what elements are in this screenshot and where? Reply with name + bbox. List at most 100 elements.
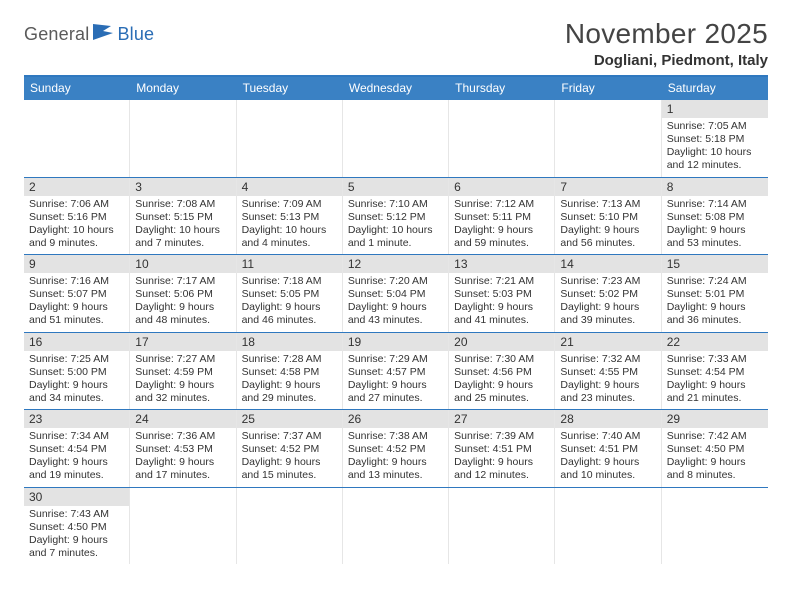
day-daylight: Daylight: 9 hours and 25 minutes. — [454, 379, 549, 405]
day-sunrise: Sunrise: 7:40 AM — [560, 430, 655, 443]
day-daylight: Daylight: 9 hours and 21 minutes. — [667, 379, 763, 405]
day-sunrise: Sunrise: 7:27 AM — [135, 353, 230, 366]
calendar-day: 25Sunrise: 7:37 AMSunset: 4:52 PMDayligh… — [237, 410, 343, 487]
day-number: 12 — [343, 255, 448, 273]
calendar-day-empty — [662, 488, 768, 565]
weekday-header: Tuesday — [237, 77, 343, 100]
day-sunrise: Sunrise: 7:05 AM — [667, 120, 763, 133]
day-sunrise: Sunrise: 7:08 AM — [135, 198, 230, 211]
day-daylight: Daylight: 9 hours and 29 minutes. — [242, 379, 337, 405]
day-sunrise: Sunrise: 7:28 AM — [242, 353, 337, 366]
month-title: November 2025 — [565, 18, 768, 50]
calendar-day: 14Sunrise: 7:23 AMSunset: 5:02 PMDayligh… — [555, 255, 661, 332]
calendar-day: 4Sunrise: 7:09 AMSunset: 5:13 PMDaylight… — [237, 178, 343, 255]
day-sunset: Sunset: 4:55 PM — [560, 366, 655, 379]
day-sunrise: Sunrise: 7:33 AM — [667, 353, 763, 366]
day-daylight: Daylight: 9 hours and 8 minutes. — [667, 456, 763, 482]
day-number: 10 — [130, 255, 235, 273]
day-sunrise: Sunrise: 7:12 AM — [454, 198, 549, 211]
day-sunset: Sunset: 5:04 PM — [348, 288, 443, 301]
day-sunset: Sunset: 4:50 PM — [29, 521, 124, 534]
day-daylight: Daylight: 9 hours and 12 minutes. — [454, 456, 549, 482]
calendar-day: 6Sunrise: 7:12 AMSunset: 5:11 PMDaylight… — [449, 178, 555, 255]
day-number: 19 — [343, 333, 448, 351]
day-number: 23 — [24, 410, 129, 428]
day-sunrise: Sunrise: 7:06 AM — [29, 198, 124, 211]
calendar-day-empty — [24, 100, 130, 177]
day-sunset: Sunset: 5:00 PM — [29, 366, 124, 379]
calendar-day: 29Sunrise: 7:42 AMSunset: 4:50 PMDayligh… — [662, 410, 768, 487]
day-number: 14 — [555, 255, 660, 273]
day-sunrise: Sunrise: 7:38 AM — [348, 430, 443, 443]
day-number: 25 — [237, 410, 342, 428]
flag-icon — [93, 24, 115, 45]
day-daylight: Daylight: 9 hours and 34 minutes. — [29, 379, 124, 405]
day-sunset: Sunset: 4:51 PM — [454, 443, 549, 456]
day-daylight: Daylight: 10 hours and 9 minutes. — [29, 224, 124, 250]
calendar-day: 19Sunrise: 7:29 AMSunset: 4:57 PMDayligh… — [343, 333, 449, 410]
calendar-day-empty — [237, 100, 343, 177]
day-sunset: Sunset: 4:57 PM — [348, 366, 443, 379]
calendar-day-empty — [237, 488, 343, 565]
day-number: 27 — [449, 410, 554, 428]
calendar-day: 10Sunrise: 7:17 AMSunset: 5:06 PMDayligh… — [130, 255, 236, 332]
day-number: 17 — [130, 333, 235, 351]
calendar-day: 28Sunrise: 7:40 AMSunset: 4:51 PMDayligh… — [555, 410, 661, 487]
calendar-week: 16Sunrise: 7:25 AMSunset: 5:00 PMDayligh… — [24, 333, 768, 411]
calendar-week: 23Sunrise: 7:34 AMSunset: 4:54 PMDayligh… — [24, 410, 768, 488]
day-sunrise: Sunrise: 7:09 AM — [242, 198, 337, 211]
day-sunrise: Sunrise: 7:32 AM — [560, 353, 655, 366]
calendar-day: 11Sunrise: 7:18 AMSunset: 5:05 PMDayligh… — [237, 255, 343, 332]
day-sunrise: Sunrise: 7:20 AM — [348, 275, 443, 288]
day-number: 22 — [662, 333, 768, 351]
day-sunset: Sunset: 5:07 PM — [29, 288, 124, 301]
day-number: 30 — [24, 488, 129, 506]
page-header: General Blue November 2025 Dogliani, Pie… — [24, 18, 768, 69]
weekday-header: Thursday — [449, 77, 555, 100]
day-daylight: Daylight: 9 hours and 41 minutes. — [454, 301, 549, 327]
calendar-day: 3Sunrise: 7:08 AMSunset: 5:15 PMDaylight… — [130, 178, 236, 255]
day-sunset: Sunset: 5:12 PM — [348, 211, 443, 224]
weekday-header: Sunday — [24, 77, 130, 100]
day-sunset: Sunset: 5:18 PM — [667, 133, 763, 146]
day-number: 11 — [237, 255, 342, 273]
weekday-header-row: SundayMondayTuesdayWednesdayThursdayFrid… — [24, 77, 768, 100]
weekday-header: Saturday — [662, 77, 768, 100]
day-sunrise: Sunrise: 7:34 AM — [29, 430, 124, 443]
day-daylight: Daylight: 9 hours and 56 minutes. — [560, 224, 655, 250]
day-sunset: Sunset: 4:58 PM — [242, 366, 337, 379]
calendar-day-empty — [449, 488, 555, 565]
day-sunset: Sunset: 5:16 PM — [29, 211, 124, 224]
day-number: 6 — [449, 178, 554, 196]
day-daylight: Daylight: 9 hours and 48 minutes. — [135, 301, 230, 327]
day-sunrise: Sunrise: 7:42 AM — [667, 430, 763, 443]
day-daylight: Daylight: 9 hours and 27 minutes. — [348, 379, 443, 405]
day-sunset: Sunset: 4:59 PM — [135, 366, 230, 379]
day-number: 20 — [449, 333, 554, 351]
calendar-page: General Blue November 2025 Dogliani, Pie… — [0, 0, 792, 564]
calendar-day: 20Sunrise: 7:30 AMSunset: 4:56 PMDayligh… — [449, 333, 555, 410]
calendar-day: 9Sunrise: 7:16 AMSunset: 5:07 PMDaylight… — [24, 255, 130, 332]
day-daylight: Daylight: 9 hours and 51 minutes. — [29, 301, 124, 327]
day-daylight: Daylight: 10 hours and 1 minute. — [348, 224, 443, 250]
day-number: 18 — [237, 333, 342, 351]
day-number: 7 — [555, 178, 660, 196]
day-sunrise: Sunrise: 7:23 AM — [560, 275, 655, 288]
day-sunset: Sunset: 4:51 PM — [560, 443, 655, 456]
calendar-day: 30Sunrise: 7:43 AMSunset: 4:50 PMDayligh… — [24, 488, 130, 565]
day-daylight: Daylight: 10 hours and 4 minutes. — [242, 224, 337, 250]
logo: General Blue — [24, 18, 154, 45]
day-daylight: Daylight: 9 hours and 53 minutes. — [667, 224, 763, 250]
calendar-day: 26Sunrise: 7:38 AMSunset: 4:52 PMDayligh… — [343, 410, 449, 487]
weekday-header: Friday — [555, 77, 661, 100]
calendar-day-empty — [555, 488, 661, 565]
calendar-day-empty — [343, 488, 449, 565]
day-sunset: Sunset: 5:03 PM — [454, 288, 549, 301]
day-daylight: Daylight: 10 hours and 12 minutes. — [667, 146, 763, 172]
day-sunset: Sunset: 5:11 PM — [454, 211, 549, 224]
day-sunrise: Sunrise: 7:24 AM — [667, 275, 763, 288]
calendar-day: 22Sunrise: 7:33 AMSunset: 4:54 PMDayligh… — [662, 333, 768, 410]
day-sunrise: Sunrise: 7:37 AM — [242, 430, 337, 443]
day-sunset: Sunset: 5:01 PM — [667, 288, 763, 301]
calendar-day: 1Sunrise: 7:05 AMSunset: 5:18 PMDaylight… — [662, 100, 768, 177]
